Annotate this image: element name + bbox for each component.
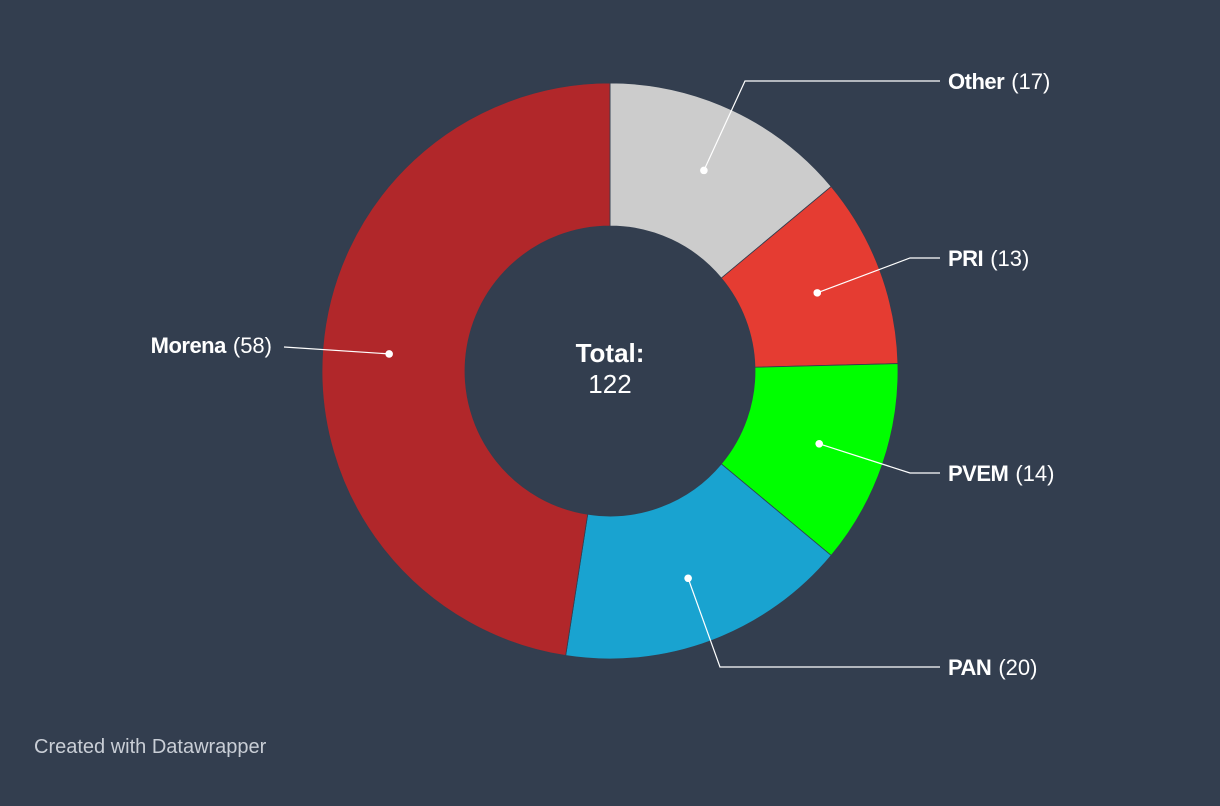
slices-group bbox=[321, 82, 899, 660]
label-morena: Morena (58) bbox=[151, 333, 272, 358]
leader-line-morena bbox=[283, 346, 390, 355]
label-other: Other (17) bbox=[948, 69, 1050, 94]
leader-line-other bbox=[703, 80, 940, 171]
label-value-pan: (20) bbox=[998, 655, 1037, 680]
slice-morena[interactable] bbox=[321, 82, 611, 657]
credit-text: Created with Datawrapper bbox=[34, 736, 267, 758]
label-pan: PAN (20) bbox=[948, 655, 1037, 680]
slice-pan[interactable] bbox=[565, 463, 832, 660]
label-value-pvem: (14) bbox=[1015, 461, 1054, 486]
leader-dot-morena bbox=[385, 350, 393, 358]
label-name-pri: PRI bbox=[948, 246, 983, 271]
label-value-other: (17) bbox=[1011, 69, 1050, 94]
leader-dot-pvem bbox=[815, 439, 824, 448]
label-value-morena: (58) bbox=[233, 333, 272, 358]
label-name-pan: PAN bbox=[948, 655, 991, 680]
leader-line-pri bbox=[817, 257, 940, 294]
label-value-pri: (13) bbox=[990, 246, 1029, 271]
leader-dot-pri bbox=[813, 289, 822, 297]
leader-line-pan bbox=[687, 578, 940, 668]
label-pvem: PVEM (14) bbox=[948, 461, 1054, 486]
slice-other[interactable] bbox=[609, 82, 832, 279]
label-name-other: Other bbox=[948, 69, 1005, 94]
label-pri: PRI (13) bbox=[948, 246, 1029, 271]
leader-line-pvem bbox=[819, 443, 940, 474]
leader-dot-other bbox=[700, 166, 708, 175]
label-name-morena: Morena bbox=[151, 333, 228, 358]
center-total-value: 122 bbox=[588, 369, 631, 399]
labels-group: Other (17) PRI (13) PVEM (14) PAN (20) Morena (58… bbox=[151, 69, 1055, 680]
center-title: Total: bbox=[576, 338, 645, 368]
label-name-pvem: PVEM bbox=[948, 461, 1008, 486]
leader-dot-pan bbox=[684, 574, 692, 583]
